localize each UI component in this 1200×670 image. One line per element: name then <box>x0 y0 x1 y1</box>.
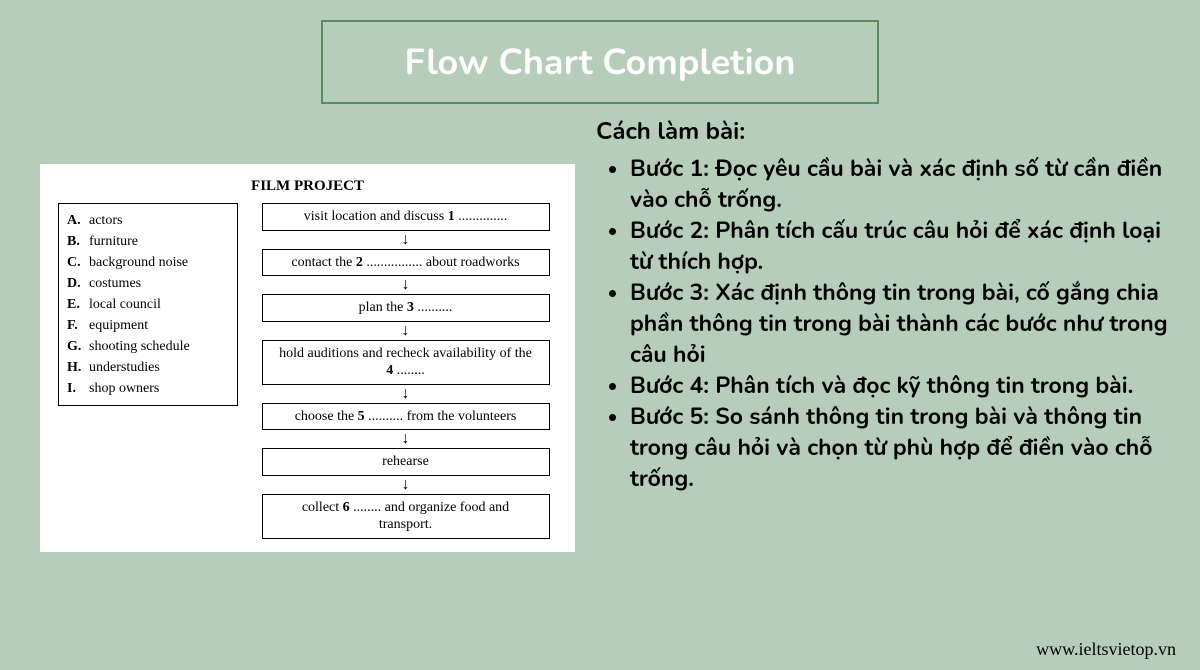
option-row: D.costumes <box>67 273 225 294</box>
option-text: background noise <box>89 252 188 273</box>
option-text: understudies <box>89 357 160 378</box>
options-box: A.actors B.furniture C.background noise … <box>58 203 238 406</box>
flow-column: visit location and discuss 1 ...........… <box>254 203 557 539</box>
option-row: C.background noise <box>67 252 225 273</box>
diagram-panel: FILM PROJECT A.actors B.furniture C.back… <box>40 164 575 552</box>
arrow-down-icon: ↓ <box>402 431 410 447</box>
option-text: shop owners <box>89 378 159 399</box>
option-row: G.shooting schedule <box>67 336 225 357</box>
step-item: Bước 1: Đọc yêu cầu bài và xác định số t… <box>630 154 1176 216</box>
option-letter: D. <box>67 273 89 294</box>
option-letter: G. <box>67 336 89 357</box>
watermark-text: www.ieltsvietop.vn <box>1036 639 1176 660</box>
flow-step: plan the 3 .......... <box>262 294 550 322</box>
option-text: local council <box>89 294 161 315</box>
step-item: Bước 3: Xác định thông tin trong bài, cố… <box>630 278 1176 371</box>
option-letter: A. <box>67 210 89 231</box>
diagram-heading: FILM PROJECT <box>58 178 557 195</box>
option-text: actors <box>89 210 122 231</box>
arrow-down-icon: ↓ <box>402 477 410 493</box>
option-letter: E. <box>67 294 89 315</box>
step-item: Bước 5: So sánh thông tin trong bài và t… <box>630 402 1176 495</box>
option-text: furniture <box>89 231 138 252</box>
option-row: E.local council <box>67 294 225 315</box>
option-letter: C. <box>67 252 89 273</box>
option-letter: F. <box>67 315 89 336</box>
step-item: Bước 2: Phân tích cấu trúc câu hỏi để xá… <box>630 216 1176 278</box>
option-text: equipment <box>89 315 148 336</box>
option-row: B.furniture <box>67 231 225 252</box>
arrow-down-icon: ↓ <box>402 277 410 293</box>
flow-step: collect 6 ........ and organize food and… <box>262 494 550 539</box>
step-item: Bước 4: Phân tích và đọc kỹ thông tin tr… <box>630 371 1176 402</box>
page-title: Flow Chart Completion <box>405 38 796 87</box>
option-letter: I. <box>67 378 89 399</box>
option-row: H.understudies <box>67 357 225 378</box>
arrow-down-icon: ↓ <box>402 386 410 402</box>
option-row: I.shop owners <box>67 378 225 399</box>
flow-step: hold auditions and recheck availability … <box>262 340 550 385</box>
option-text: shooting schedule <box>89 336 190 357</box>
steps-list: Bước 1: Đọc yêu cầu bài và xác định số t… <box>596 154 1176 496</box>
arrow-down-icon: ↓ <box>402 232 410 248</box>
option-letter: B. <box>67 231 89 252</box>
flow-step: choose the 5 .......... from the volunte… <box>262 403 550 431</box>
flow-step: rehearse <box>262 448 550 476</box>
instructions-panel: Cách làm bài: Bước 1: Đọc yêu cầu bài và… <box>596 116 1176 496</box>
option-letter: H. <box>67 357 89 378</box>
option-row: A.actors <box>67 210 225 231</box>
diagram-body: A.actors B.furniture C.background noise … <box>58 203 557 539</box>
instructions-heading: Cách làm bài: <box>596 116 1176 148</box>
flow-step: contact the 2 ................ about roa… <box>262 249 550 277</box>
arrow-down-icon: ↓ <box>402 323 410 339</box>
title-box: Flow Chart Completion <box>321 20 879 104</box>
option-text: costumes <box>89 273 141 294</box>
flow-step: visit location and discuss 1 ...........… <box>262 203 550 231</box>
option-row: F.equipment <box>67 315 225 336</box>
